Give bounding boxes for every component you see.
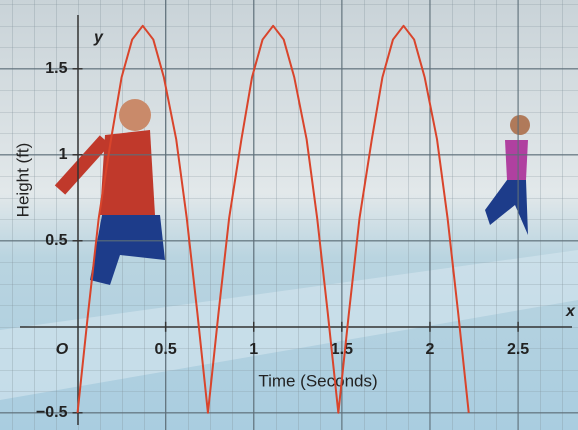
x-tick-label: 2 bbox=[426, 341, 435, 358]
y-tick-label: −0.5 bbox=[36, 404, 68, 421]
origin-label: O bbox=[56, 341, 69, 358]
y-tick-label: 1 bbox=[59, 146, 68, 163]
page: y x O Time (Seconds) Height (ft) 0.5 1 1.5… bbox=[0, 0, 578, 430]
y-tick-label: 0.5 bbox=[45, 232, 67, 249]
y-tick-label: 1.5 bbox=[45, 60, 67, 77]
x-tick-label: 1 bbox=[249, 341, 258, 358]
y-axis-letter: y bbox=[93, 29, 104, 46]
x-tick-label: 2.5 bbox=[507, 341, 529, 358]
x-axis-title: Time (Seconds) bbox=[258, 371, 377, 390]
x-axis-letter: x bbox=[565, 303, 576, 320]
x-tick-label: 1.5 bbox=[331, 341, 353, 358]
y-axis-title: Height (ft) bbox=[13, 143, 32, 218]
chart: y x O Time (Seconds) Height (ft) 0.5 1 1.5… bbox=[0, 0, 578, 430]
x-tick-label: 0.5 bbox=[155, 341, 177, 358]
